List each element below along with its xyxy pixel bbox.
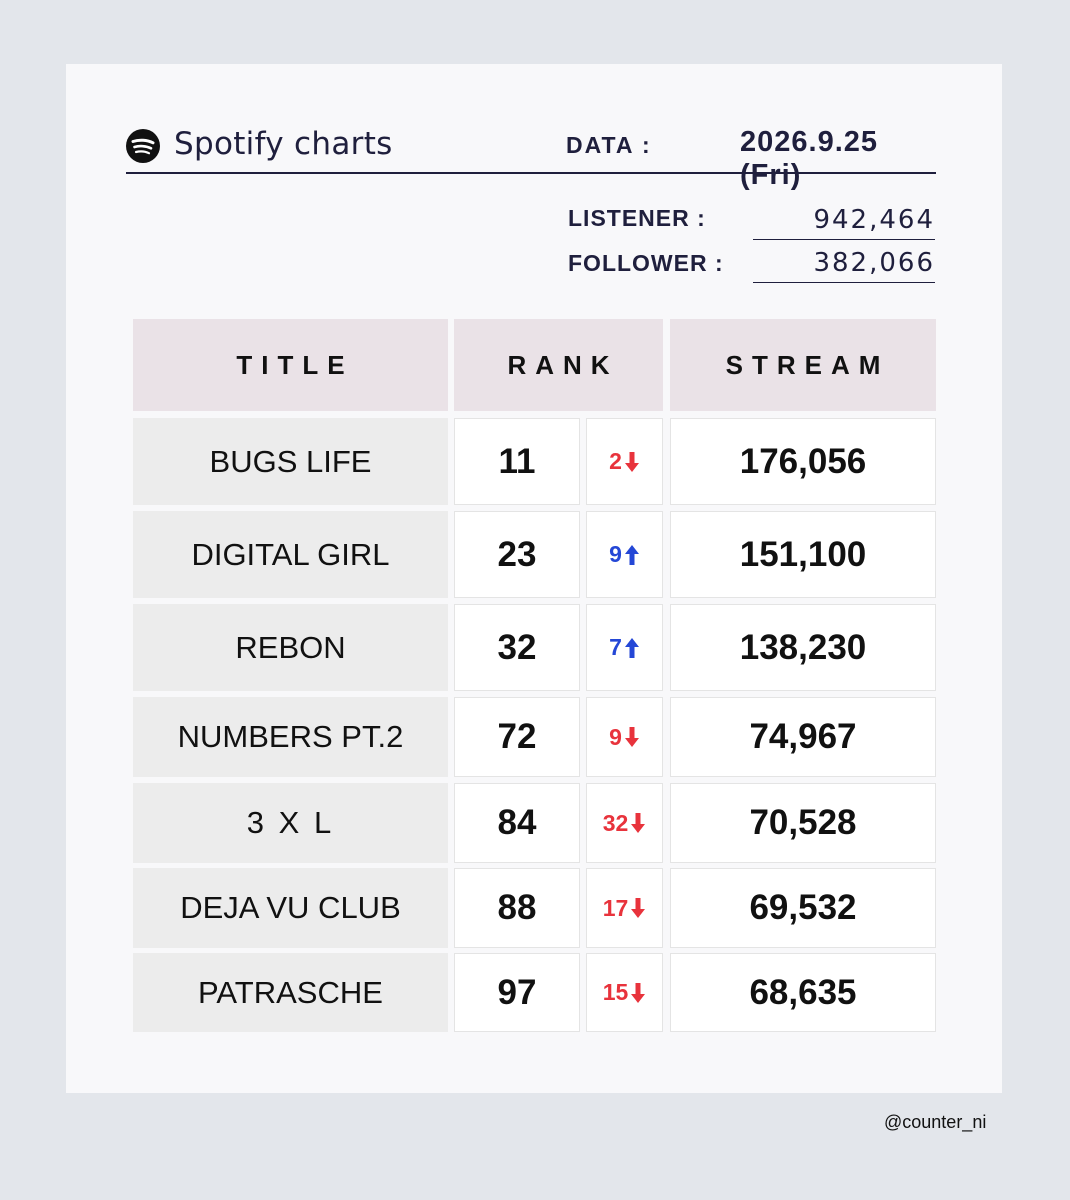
song-title: NUMBERS PT.2 bbox=[133, 697, 448, 777]
stream-value: 151,100 bbox=[670, 511, 936, 598]
song-title: BUGS LIFE bbox=[133, 418, 448, 505]
rank-change-value: 9 bbox=[609, 541, 622, 567]
song-title: REBON bbox=[133, 604, 448, 691]
rank-change-value: 9 bbox=[609, 723, 622, 750]
song-title: 3 X L bbox=[133, 783, 448, 863]
stream-value: 68,635 bbox=[670, 953, 936, 1032]
rank-change-value: 7 bbox=[609, 634, 622, 660]
rank-change: 32 bbox=[586, 783, 663, 863]
arrow-down-icon bbox=[631, 982, 646, 1003]
arrow-up-icon bbox=[624, 637, 639, 658]
rank-value: 97 bbox=[454, 953, 580, 1032]
stream-value: 176,056 bbox=[670, 418, 936, 505]
rank-change-value: 17 bbox=[602, 894, 629, 921]
header-stream: STREAM bbox=[670, 319, 936, 411]
rank-value: 84 bbox=[454, 783, 580, 863]
rank-value: 11 bbox=[454, 418, 580, 505]
stream-value: 69,532 bbox=[670, 868, 936, 948]
rank-change-value: 15 bbox=[602, 979, 629, 1005]
rank-change-value: 2 bbox=[609, 448, 622, 474]
arrow-down-icon bbox=[624, 451, 639, 472]
rank-change: 2 bbox=[586, 418, 663, 505]
spotify-logo-icon bbox=[126, 129, 160, 163]
header-rank: RANK bbox=[454, 319, 663, 411]
stream-value: 74,967 bbox=[670, 697, 936, 777]
song-title: DEJA VU CLUB bbox=[133, 868, 448, 948]
rank-value: 32 bbox=[454, 604, 580, 691]
listener-label: LISTENER : bbox=[568, 205, 706, 231]
arrow-up-icon bbox=[624, 544, 639, 565]
follower-label: FOLLOWER : bbox=[568, 250, 724, 276]
arrow-down-icon bbox=[631, 898, 646, 918]
header-title: TITLE bbox=[133, 319, 448, 411]
listener-value: 942,464 bbox=[753, 205, 935, 240]
arrow-down-icon bbox=[631, 813, 646, 833]
rank-change: 15 bbox=[586, 953, 663, 1032]
date-value: 2026.9.25 (Fri) bbox=[740, 126, 879, 191]
brand-title: Spotify charts bbox=[174, 126, 393, 162]
rank-change: 7 bbox=[586, 604, 663, 691]
rank-value: 23 bbox=[454, 511, 580, 598]
rank-change: 9 bbox=[586, 511, 663, 598]
author-handle: @counter_ni bbox=[884, 1112, 987, 1132]
stream-value: 70,528 bbox=[670, 783, 936, 863]
follower-value: 382,066 bbox=[753, 248, 935, 283]
rank-change: 17 bbox=[586, 868, 663, 948]
rank-value: 72 bbox=[454, 697, 580, 777]
rank-value: 88 bbox=[454, 868, 580, 948]
header: Spotify charts DATA : 2026.9.25 (Fri) bbox=[126, 126, 936, 191]
song-title: PATRASCHE bbox=[133, 953, 448, 1032]
rank-change: 9 bbox=[586, 697, 663, 777]
date-label: DATA : bbox=[566, 132, 652, 158]
stream-value: 138,230 bbox=[670, 604, 936, 691]
arrow-down-icon bbox=[624, 727, 639, 747]
chart-card: Spotify charts DATA : 2026.9.25 (Fri) LI… bbox=[66, 64, 1002, 1093]
rank-change-value: 32 bbox=[602, 809, 629, 836]
song-title: DIGITAL GIRL bbox=[133, 511, 448, 598]
